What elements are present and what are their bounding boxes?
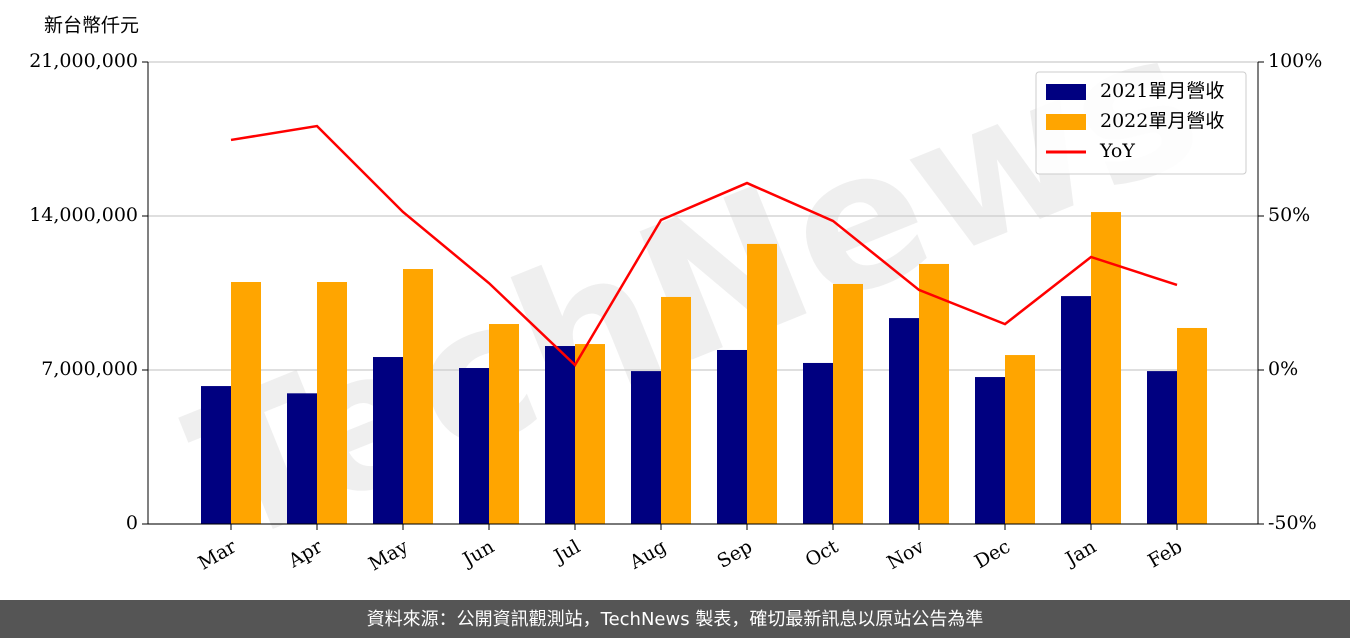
y-tick-label: 0 (126, 512, 138, 534)
x-tick-label: Sep (713, 536, 756, 573)
y2-tick-label: -50% (1268, 512, 1317, 534)
bar (833, 283, 863, 524)
x-tick-label: Jul (549, 536, 584, 569)
bar (287, 393, 317, 524)
bar (459, 368, 489, 524)
bar (373, 357, 403, 524)
y2-tick-label: 0% (1268, 358, 1298, 380)
y-tick-label: 21,000,000 (29, 50, 138, 72)
bar (1005, 355, 1035, 524)
y2-tick-label: 50% (1268, 204, 1310, 226)
legend-label: 2021單月營收 (1100, 80, 1224, 102)
bar (201, 386, 231, 524)
x-tick-label: Feb (1144, 536, 1186, 573)
bar (747, 243, 777, 524)
bar (919, 263, 949, 524)
legend-swatch (1046, 114, 1086, 130)
bar (545, 346, 575, 524)
bar (717, 349, 747, 524)
legend-label: 2022單月營收 (1100, 110, 1224, 132)
line (230, 124, 1178, 368)
legend-swatch (1046, 84, 1086, 100)
bar (489, 324, 519, 524)
bar (1147, 371, 1177, 524)
legend-box (1035, 71, 1247, 175)
bar (803, 362, 833, 524)
bar (403, 269, 433, 524)
x-tick-label: Dec (971, 536, 1014, 574)
legend-label: YoY (1099, 140, 1135, 162)
bar (631, 371, 661, 524)
x-tick-label: Jan (1060, 536, 1100, 572)
bar (317, 282, 347, 524)
x-tick-label: Nov (883, 535, 928, 574)
footer: 資料來源：公開資訊觀測站，TechNews 製表，確切最新訊息以原站公告為準 (367, 609, 984, 630)
bar (889, 318, 919, 524)
bar (1061, 296, 1091, 524)
y-tick-label: 14,000,000 (29, 204, 138, 226)
bar (575, 344, 605, 524)
bar (661, 296, 691, 524)
y-tick-label: 7,000,000 (41, 358, 138, 380)
bar (231, 282, 261, 524)
bar (975, 377, 1005, 524)
x-tick-label: May (365, 535, 412, 575)
x-tick-label: Aug (625, 536, 670, 575)
y2-tick-label: 100% (1268, 50, 1322, 72)
bar (1177, 327, 1207, 524)
x-tick-label: Jun (457, 536, 498, 572)
footer-band (0, 600, 1350, 638)
y-axis-label: 新台幣仟元 (44, 15, 139, 37)
x-tick-label: Oct (802, 535, 843, 571)
